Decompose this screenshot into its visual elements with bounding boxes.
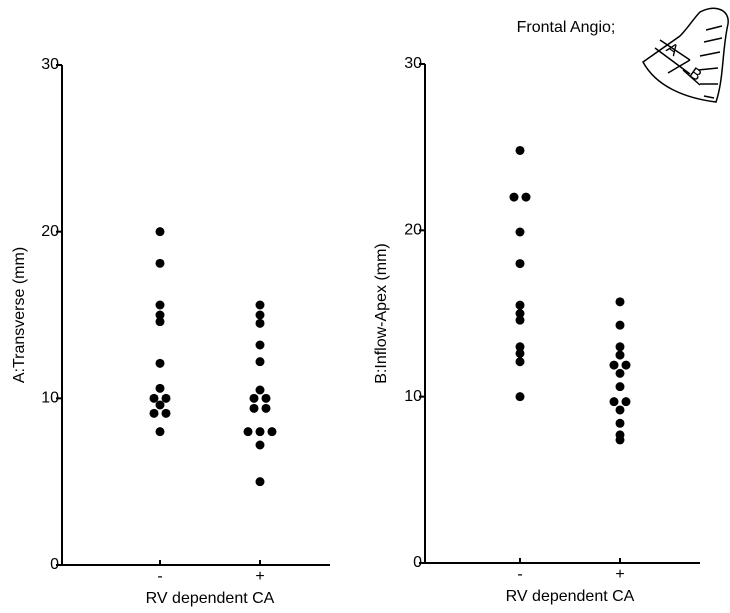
dot [161,408,171,418]
x-axis-label: RV dependent CA [506,588,635,605]
dot [149,408,159,418]
dot [255,340,265,350]
x-tick-label: + [615,566,624,583]
dot [609,360,619,370]
dot [515,357,525,367]
dot [243,427,253,437]
dot [255,357,265,367]
dot [255,300,265,310]
dot [155,383,165,393]
y-tick-label: 30 [41,56,59,73]
dot [615,418,625,428]
y-tick-label: 30 [404,55,422,72]
dot [515,227,525,237]
dot [249,403,259,413]
dot [615,368,625,378]
dot [515,145,525,155]
dot [255,318,265,328]
dot [615,435,625,445]
dot [155,227,165,237]
diagram-icon [642,7,729,103]
dot [255,477,265,487]
dot [515,392,525,402]
y-tick-label: 0 [50,556,59,573]
dot [515,300,525,310]
y-axis-label: B:Inflow-Apex (mm) [373,243,390,383]
dot [621,360,631,370]
dot [255,310,265,320]
dot [615,350,625,360]
dot [515,309,525,318]
dot [509,192,519,202]
dot [155,300,165,310]
dot [615,320,625,330]
y-tick-label: 20 [404,222,422,239]
dot [155,358,165,368]
dot [615,342,625,352]
dot [161,393,171,403]
dot [609,397,619,407]
dot [261,393,271,403]
dot [261,403,271,413]
y-tick-label: 20 [41,223,59,240]
y-tick-label: 10 [41,390,59,407]
x-tick-label: - [517,566,522,583]
dot [615,405,625,415]
annotation: Frontal Angio; [517,19,616,36]
dot [149,393,159,403]
dot [615,297,625,307]
x-axis-label: RV dependent CA [146,590,275,607]
dot [267,427,277,437]
dot [255,385,265,395]
y-axis-label: A:Transverse (mm) [11,247,28,383]
dot [155,258,165,268]
dot [255,427,265,437]
dot [155,400,165,410]
dot [155,310,165,320]
dot [515,315,525,325]
dot [515,348,525,358]
dot [615,382,625,392]
x-tick-label: - [157,568,162,585]
dot [621,397,631,407]
dot [155,427,165,437]
dot [521,192,531,202]
dot [155,317,165,327]
dot [255,440,265,450]
x-tick-label: + [255,568,264,585]
dot [515,259,525,269]
dot [515,342,525,352]
y-tick-label: 0 [413,554,422,571]
dot [249,393,259,403]
y-tick-label: 10 [404,388,422,405]
